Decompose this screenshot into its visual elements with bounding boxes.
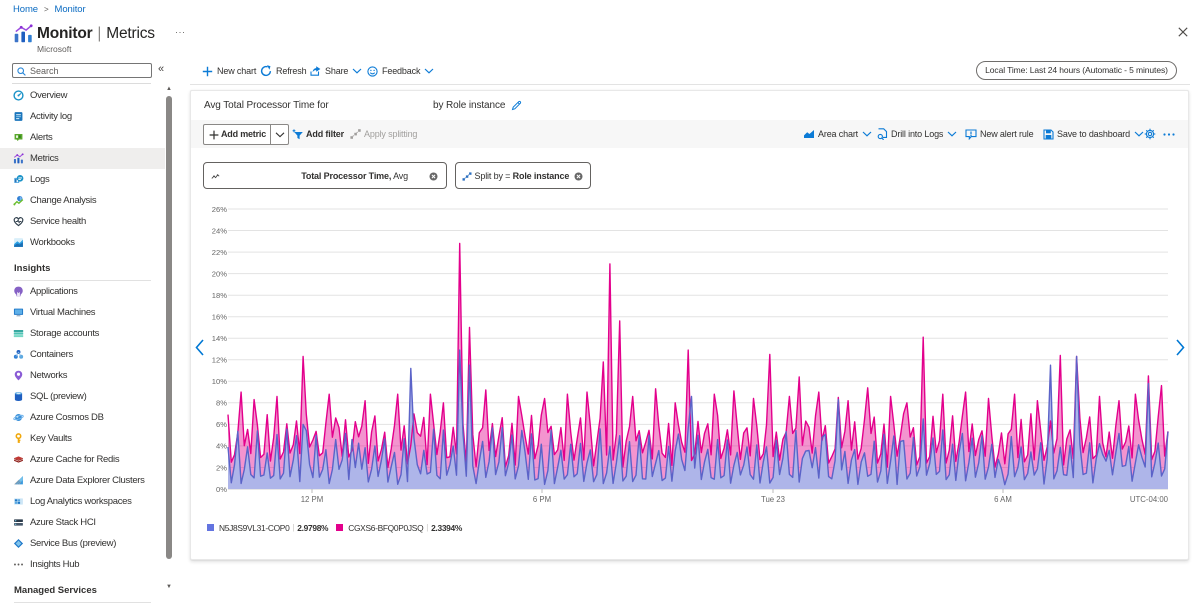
svg-text:UTC-04:00: UTC-04:00 <box>1130 495 1169 504</box>
svg-text:18%: 18% <box>212 291 227 300</box>
svg-text:26%: 26% <box>212 205 227 214</box>
svg-text:12%: 12% <box>212 356 227 365</box>
svg-text:24%: 24% <box>212 226 227 235</box>
svg-text:8%: 8% <box>216 399 227 408</box>
svg-text:2%: 2% <box>216 463 227 472</box>
svg-text:14%: 14% <box>212 334 227 343</box>
svg-text:Tue 23: Tue 23 <box>761 495 785 504</box>
svg-text:6 PM: 6 PM <box>533 495 551 504</box>
svg-text:10%: 10% <box>212 377 227 386</box>
svg-text:6%: 6% <box>216 420 227 429</box>
svg-text:20%: 20% <box>212 269 227 278</box>
svg-text:0%: 0% <box>216 485 227 494</box>
svg-text:12 PM: 12 PM <box>301 495 324 504</box>
svg-text:4%: 4% <box>216 442 227 451</box>
svg-text:22%: 22% <box>212 248 227 257</box>
svg-text:6 AM: 6 AM <box>994 495 1012 504</box>
svg-text:16%: 16% <box>212 313 227 322</box>
